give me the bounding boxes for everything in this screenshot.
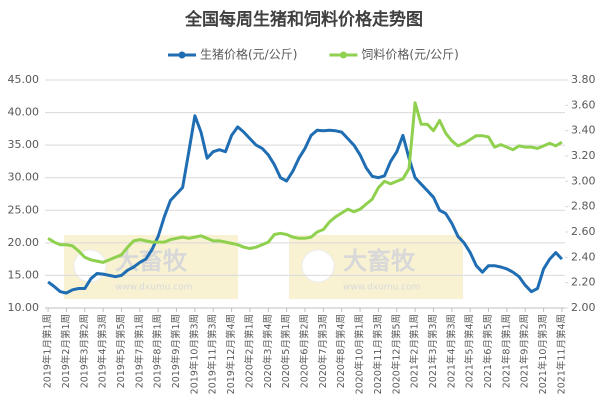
y2-tick-label: 2.60 [571, 225, 596, 238]
x-tick-label: 2020年3月第4周 [262, 314, 274, 388]
y-tick-label: 35.00 [8, 138, 40, 151]
legend-marker [178, 51, 186, 59]
legend: 生猪价格(元/公斤) 饲料价格(元/公斤) [168, 47, 459, 62]
x-tick-label: 2020年10月第1周 [354, 314, 366, 394]
legend-marker [339, 51, 347, 59]
watermark: 大畜牧 www.dxumu.com 大畜牧 www.dxumu.com [64, 235, 463, 299]
y-tick-label: 40.00 [8, 106, 40, 119]
x-tick-label: 2021年10月第3周 [537, 314, 549, 394]
x-tick-label: 2019年3月第2周 [78, 314, 90, 388]
x-tick-label: 2019年12月第4周 [225, 314, 237, 394]
x-tick-label: 2020年11月第3周 [372, 314, 384, 394]
x-tick-label: 2021年8月第1周 [500, 314, 512, 388]
y2-tick-label: 2.80 [571, 200, 596, 213]
watermark-url: www.dxumu.com [115, 283, 192, 293]
legend-label: 生猪价格(元/公斤) [200, 47, 297, 62]
x-tick-label: 2019年2月第1周 [60, 314, 72, 388]
x-tick-label: 2021年4月第3周 [445, 314, 457, 388]
watermark-logo [301, 249, 335, 283]
x-tick-label: 2021年6月第5周 [482, 314, 494, 388]
series-line [47, 101, 563, 264]
x-tick-label: 2021年3月第3周 [427, 314, 439, 388]
y2-tick-label: 3.00 [571, 174, 596, 187]
x-tick-label: 2020年12月第5周 [390, 314, 402, 394]
watermark-url: www.dxumu.com [343, 283, 420, 293]
x-tick-label: 2019年4月第3周 [97, 314, 109, 388]
watermark-logo [73, 249, 107, 283]
y-tick-label: 20.00 [8, 236, 40, 249]
y-tick-label: 10.00 [8, 301, 40, 314]
watermark-brand: 大畜牧 [343, 247, 416, 275]
y2-tick-label: 3.20 [571, 149, 596, 162]
x-tick-label: 2020年7月第3周 [317, 314, 329, 388]
x-tick-label: 2021年11月第4周 [555, 314, 567, 394]
y-tick-label: 25.00 [8, 203, 40, 216]
y2-tick-label: 2.00 [571, 301, 596, 314]
x-tick-label: 2020年2月第1周 [243, 314, 255, 388]
x-tick-label: 2019年10月第3周 [188, 314, 200, 394]
x-tick-label: 2019年7月第1周 [133, 314, 145, 388]
x-tick-label: 2020年6月第2周 [299, 314, 311, 388]
y2-tick-label: 2.20 [571, 276, 596, 289]
x-tick-label: 2019年8月第1周 [152, 314, 164, 388]
y-tick-label: 15.00 [8, 268, 40, 281]
series-line [47, 114, 563, 295]
y-tick-label: 45.00 [8, 73, 40, 86]
legend-label: 饲料价格(元/公斤) [361, 47, 458, 62]
x-tick-label: 2020年5月第1周 [280, 314, 292, 388]
y2-tick-label: 3.80 [571, 73, 596, 86]
x-tick-label: 2019年1月第1周 [42, 314, 54, 388]
x-tick-label: 2019年5月第5周 [115, 314, 127, 388]
y-tick-label: 30.00 [8, 171, 40, 184]
y2-tick-label: 3.60 [571, 98, 596, 111]
x-tick-label: 2019年9月第1周 [170, 314, 182, 388]
x-tick-label: 2021年2月第1周 [409, 314, 421, 388]
x-tick-label: 2021年5月第4周 [464, 314, 476, 388]
y2-tick-label: 3.40 [571, 124, 596, 137]
chart-title: 全国每周生猪和饲料价格走势图 [184, 9, 423, 30]
y2-tick-label: 2.40 [571, 250, 596, 263]
x-tick-label: 2021年9月第2周 [519, 314, 531, 388]
x-tick-label: 2020年8月第4周 [335, 314, 347, 388]
x-tick-label: 2019年11月第3周 [207, 314, 219, 394]
